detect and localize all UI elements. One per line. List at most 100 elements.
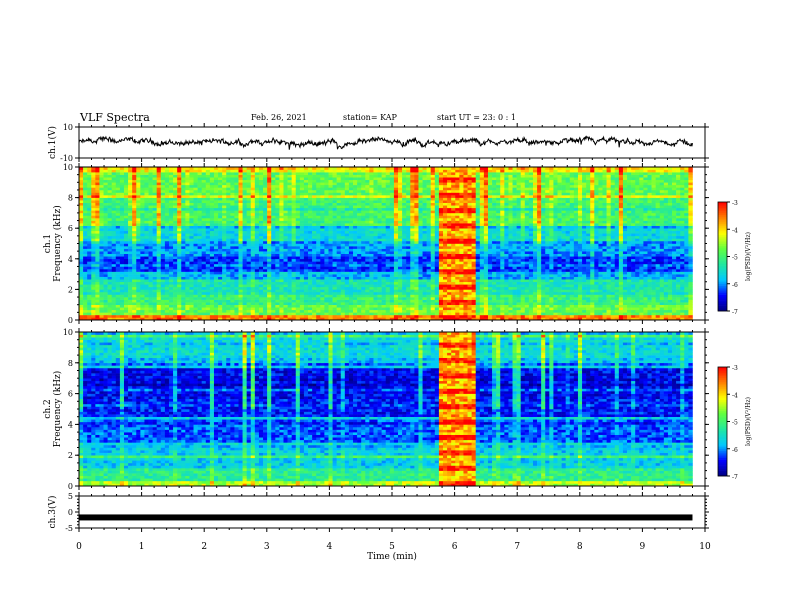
spectrogram-cell (79, 312, 84, 316)
spectrogram-cell (369, 184, 374, 188)
spectrogram-cell (402, 187, 407, 191)
spectrogram-cell (218, 258, 223, 262)
spectrogram-cell (140, 297, 145, 300)
spectrogram-cell (291, 177, 297, 181)
spectrogram-cell (389, 177, 395, 181)
spectrogram-cell (283, 179, 288, 183)
spectrogram-cell (238, 266, 243, 270)
spectrogram-cell (132, 274, 137, 277)
spectrogram-cell (197, 281, 202, 285)
spectrogram-cell (95, 281, 100, 285)
spectrogram-cell (303, 230, 309, 234)
spectrogram-cell (287, 258, 292, 262)
spectrogram-cell (177, 220, 182, 224)
spectrogram-cell (83, 205, 88, 209)
spectrogram-cell (258, 307, 264, 311)
spectrogram-cell (336, 197, 342, 201)
spectrogram-cell (267, 291, 272, 295)
spectrogram-cell (144, 225, 149, 229)
spectrogram-cell (132, 258, 137, 262)
spectrogram-cell (197, 294, 202, 298)
spectrogram-cell (267, 314, 272, 318)
spectrogram-cell (353, 202, 358, 206)
spectrogram-cell (132, 297, 137, 300)
spectrogram-cell (128, 189, 133, 193)
spectrogram-cell (197, 299, 202, 303)
spectrogram-cell (324, 251, 329, 254)
spectrogram-cell (189, 187, 194, 191)
spectrogram-cell (181, 256, 186, 260)
spectrogram-cell (209, 184, 215, 188)
spectrogram-cell (148, 200, 153, 203)
spectrogram-cell (328, 279, 333, 283)
spectrogram-cell (205, 179, 211, 183)
spectrogram-cell (402, 205, 407, 209)
spectrogram-cell (222, 289, 227, 293)
spectrogram-cell (402, 258, 407, 262)
spectrogram-cell (123, 174, 129, 178)
spectrogram-cell (205, 251, 211, 254)
spectrogram-cell (128, 266, 133, 270)
spectrogram-cell (144, 286, 149, 290)
spectrogram-cell (369, 238, 374, 242)
spectrogram-cell (361, 248, 366, 252)
spectrogram-cell (119, 174, 125, 178)
spectrogram-cell (177, 225, 182, 229)
spectrogram-cell (95, 169, 100, 173)
spectrogram-cell (152, 274, 158, 277)
spectrogram-cell (279, 312, 284, 316)
spectrogram-cell (193, 179, 198, 183)
spectrogram-cell (144, 212, 149, 216)
spectrogram-cell (344, 210, 350, 214)
spectrogram-cell (287, 269, 292, 272)
spectrogram-cell (377, 238, 382, 242)
spectrogram-cell (193, 281, 198, 285)
spectrogram-cell (177, 179, 182, 183)
spectrogram-cell (193, 307, 198, 311)
spectrogram-cell (222, 304, 227, 308)
spectrogram-cell (373, 187, 378, 191)
spectrogram-cell (373, 184, 378, 188)
spectrogram-cell (209, 317, 215, 321)
spectrogram-cell (324, 223, 329, 226)
spectrogram-cell (299, 243, 305, 247)
spectrogram-cell (218, 230, 223, 234)
spectrogram-cell (295, 202, 301, 206)
spectrogram-cell (173, 233, 178, 237)
spectrogram-cell (275, 304, 280, 308)
spectrogram-cell (218, 317, 223, 321)
spectrogram-cell (283, 291, 288, 295)
spectrogram-cell (377, 207, 382, 211)
spectrogram-cell (128, 276, 133, 280)
spectrogram-cell (258, 240, 264, 244)
spectrogram-cell (160, 179, 166, 183)
spectrogram-cell (213, 291, 219, 295)
spectrogram-cell (258, 200, 264, 203)
spectrogram-cell (95, 246, 100, 249)
spectrogram-cell (99, 314, 104, 318)
spectrogram-cell (308, 177, 313, 181)
spectrogram-cell (328, 182, 333, 186)
spectrogram-cell (91, 312, 96, 316)
spectrogram-cell (344, 309, 350, 313)
spectrogram-cell (299, 174, 305, 178)
spectrogram-cell (369, 266, 374, 270)
spectrogram-cell (123, 202, 129, 206)
spectrogram-cell (361, 167, 366, 170)
spectrogram-cell (148, 212, 153, 216)
spectrogram-cell (365, 218, 370, 221)
spectrogram-cell (295, 177, 301, 181)
spectrogram-cell (156, 202, 162, 206)
spectrogram-cell (316, 279, 321, 283)
spectrogram-cell (402, 167, 407, 170)
spectrogram-cell (177, 263, 182, 267)
spectrogram-cell (271, 235, 276, 239)
spectrogram-cell (140, 202, 145, 206)
spectrogram-cell (316, 304, 321, 308)
spectrogram-cell (144, 299, 149, 303)
spectrogram-cell (226, 182, 231, 186)
spectrogram-cell (340, 220, 346, 224)
spectrogram-cell (205, 218, 211, 221)
spectrogram-cell (136, 225, 141, 229)
spectrogram-cell (336, 317, 342, 321)
